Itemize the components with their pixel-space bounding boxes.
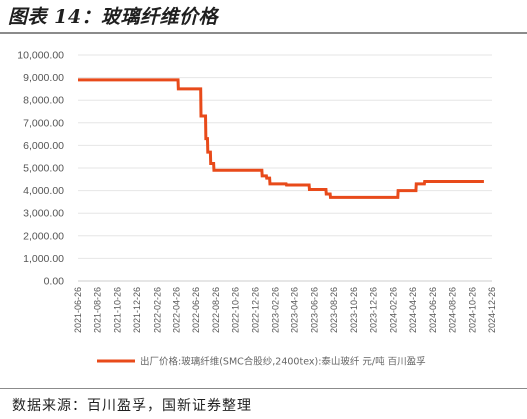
y-tick-label: 7,000.00 xyxy=(23,117,64,129)
y-tick-label: 8,000.00 xyxy=(23,95,64,107)
y-tick-label: 9,000.00 xyxy=(23,72,64,84)
x-tick-label: 2024-08-26 xyxy=(448,287,458,333)
x-tick-label: 2022-08-26 xyxy=(211,287,221,333)
x-tick-label: 2023-04-26 xyxy=(290,287,300,333)
x-tick-label: 2024-02-26 xyxy=(389,287,399,333)
source-divider xyxy=(0,388,527,389)
series-line xyxy=(78,78,484,199)
x-tick-label: 2021-12-26 xyxy=(132,287,142,333)
price-line-chart: 0.00 1,000.00 2,000.00 3,000.00 4,000.00 5,00… xyxy=(17,50,497,368)
y-tick-label: 5,000.00 xyxy=(23,163,64,175)
x-tick-label: 2023-12-26 xyxy=(369,287,379,333)
x-axis-tick-labels: 2021-06-26 2021-08-26 2021-10-26 2021-12-26… xyxy=(73,287,497,333)
source-note: 数据来源：百川盈孚，国新证券整理 xyxy=(12,398,252,414)
x-tick-label: 2022-12-26 xyxy=(250,287,260,333)
x-tick-label: 2022-06-26 xyxy=(191,287,201,333)
x-tick-label: 2023-10-26 xyxy=(349,287,359,333)
x-tick-label: 2022-04-26 xyxy=(171,287,181,333)
x-tick-label: 2021-06-26 xyxy=(73,287,83,333)
y-tick-label: 4,000.00 xyxy=(23,185,64,197)
y-axis-tick-labels: 0.00 1,000.00 2,000.00 3,000.00 4,000.00 5,00… xyxy=(17,50,64,288)
x-tick-label: 2023-06-26 xyxy=(309,287,319,333)
x-tick-label: 2021-10-26 xyxy=(112,287,122,333)
x-tick-label: 2022-10-26 xyxy=(231,287,241,333)
x-tick-label: 2024-04-26 xyxy=(408,287,418,333)
x-tick-label: 2024-06-26 xyxy=(428,287,438,333)
gridlines xyxy=(78,54,492,259)
y-tick-label: 2,000.00 xyxy=(23,230,64,242)
y-tick-label: 6,000.00 xyxy=(23,140,64,152)
y-tick-label: 10,000.00 xyxy=(17,50,64,62)
legend-label: 出厂价格:玻璃纤维(SMC合股纱,2400tex):泰山玻纤 元/吨 百川盈孚 xyxy=(140,356,426,368)
series-group xyxy=(78,78,484,199)
title-divider xyxy=(0,32,527,34)
x-tick-label: 2023-02-26 xyxy=(270,287,280,333)
y-tick-label: 3,000.00 xyxy=(23,208,64,220)
figure-title: 图表 14：玻璃纤维价格 xyxy=(8,6,219,28)
x-tick-label: 2024-10-26 xyxy=(467,287,477,333)
x-tick-label: 2021-08-26 xyxy=(93,287,103,333)
x-tick-label: 2024-12-26 xyxy=(487,287,497,333)
y-tick-label: 1,000.00 xyxy=(23,253,64,265)
legend: 出厂价格:玻璃纤维(SMC合股纱,2400tex):泰山玻纤 元/吨 百川盈孚 xyxy=(97,356,426,368)
y-tick-label: 0.00 xyxy=(44,276,65,288)
x-tick-label: 2022-02-26 xyxy=(152,287,162,333)
x-tick-label: 2023-08-26 xyxy=(329,287,339,333)
